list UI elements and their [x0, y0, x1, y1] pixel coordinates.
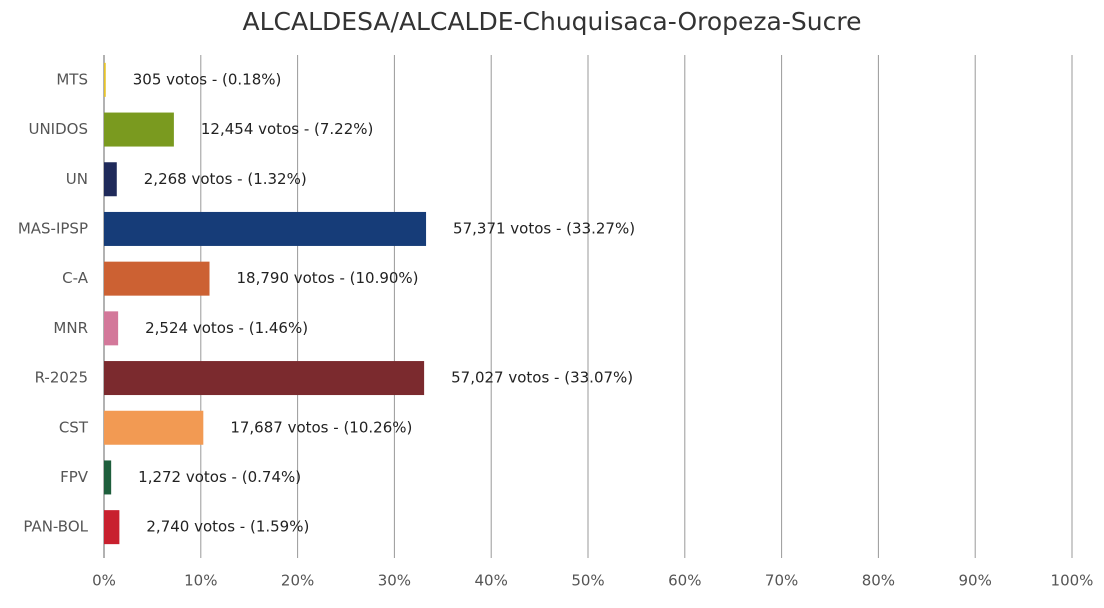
- y-tick-label: UN: [66, 170, 88, 188]
- x-tick-label: 0%: [92, 572, 116, 590]
- chart-title: ALCALDESA/ALCALDE-Chuquisaca-Oropeza-Suc…: [243, 7, 862, 36]
- y-tick-label: FPV: [60, 468, 89, 486]
- data-label: 17,687 votos - (10.26%): [230, 418, 412, 436]
- y-tick-label: MTS: [56, 70, 88, 88]
- data-label: 2,524 votos - (1.46%): [145, 319, 308, 337]
- data-label: 12,454 votos - (7.22%): [201, 120, 373, 138]
- x-tick-label: 100%: [1051, 572, 1094, 590]
- y-tick-label: R-2025: [35, 369, 88, 387]
- y-tick-label: UNIDOS: [28, 120, 88, 138]
- bar: [104, 62, 106, 97]
- y-tick-label: PAN-BOL: [23, 518, 88, 536]
- x-tick-label: 40%: [475, 572, 508, 590]
- bar: [104, 410, 204, 445]
- bar: [104, 162, 117, 197]
- data-label: 1,272 votos - (0.74%): [138, 468, 301, 486]
- x-tick-label: 20%: [281, 572, 314, 590]
- bar: [104, 261, 210, 296]
- y-tick-label: MAS-IPSP: [18, 219, 88, 237]
- x-tick-label: 50%: [571, 572, 604, 590]
- x-tick-label: 60%: [668, 572, 701, 590]
- bar: [104, 460, 112, 495]
- data-label: 57,027 votos - (33.07%): [451, 369, 633, 387]
- data-label: 18,790 votos - (10.90%): [237, 269, 419, 287]
- data-label: 2,268 votos - (1.32%): [144, 170, 307, 188]
- x-tick-label: 30%: [378, 572, 411, 590]
- data-label: 57,371 votos - (33.27%): [453, 219, 635, 237]
- bar: [104, 311, 119, 346]
- y-tick-label: MNR: [53, 319, 88, 337]
- bar: [104, 361, 425, 396]
- bar: [104, 112, 174, 147]
- bar: [104, 211, 427, 246]
- data-label: 2,740 votos - (1.59%): [146, 518, 309, 536]
- y-tick-label: CST: [59, 418, 89, 436]
- x-tick-label: 70%: [765, 572, 798, 590]
- data-label: 305 votos - (0.18%): [133, 70, 282, 88]
- x-tick-label: 10%: [184, 572, 217, 590]
- x-tick-label: 80%: [862, 572, 895, 590]
- y-tick-label: C-A: [62, 269, 89, 287]
- bar: [104, 510, 120, 545]
- x-tick-label: 90%: [959, 572, 992, 590]
